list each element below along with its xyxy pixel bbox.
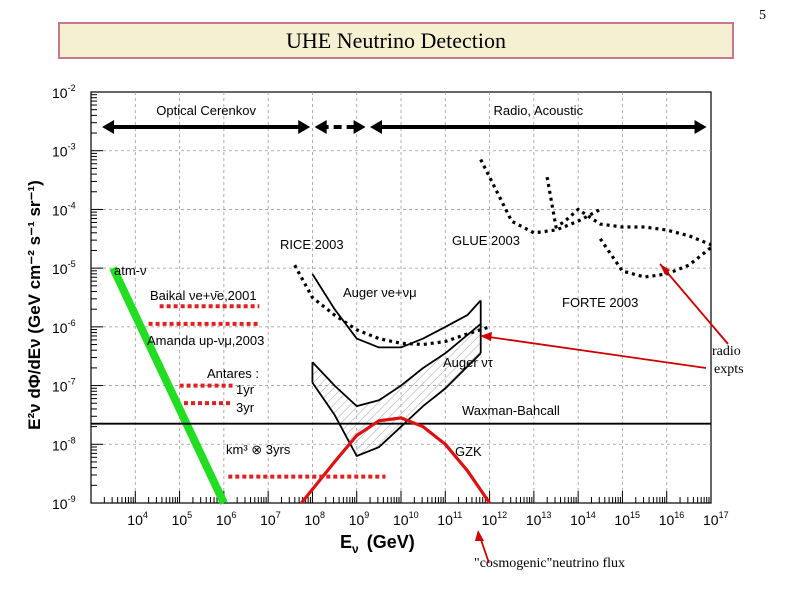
x-axis-label: Eν (GeV) bbox=[340, 532, 415, 556]
y-tick-label: 10-6 bbox=[52, 318, 76, 336]
y-tick-label: 10-9 bbox=[52, 494, 76, 512]
annotation-arrows bbox=[475, 263, 729, 564]
label-glue: GLUE 2003 bbox=[452, 233, 520, 248]
label-antares-1yr: 1yr bbox=[236, 382, 255, 397]
limit-bars bbox=[148, 304, 386, 479]
x-tick-label: 1010 bbox=[393, 510, 419, 528]
label-atm: atm-ν bbox=[114, 263, 147, 278]
series-auger-lower bbox=[311, 352, 482, 457]
series-glue-2003-branch bbox=[545, 176, 712, 247]
x-tick-label: 107 bbox=[260, 510, 281, 528]
y-tick-label: 10-3 bbox=[52, 142, 76, 160]
region-arrowhead-right bbox=[298, 120, 311, 134]
series-glue-2003 bbox=[479, 158, 602, 235]
technique-regions: Optical Cerenkov Radio, Acoustic bbox=[102, 103, 707, 134]
label-auger-tau: Auger ντ bbox=[443, 355, 494, 370]
x-tick-label: 1014 bbox=[570, 510, 596, 528]
y-tick-label: 10-4 bbox=[52, 200, 76, 218]
series-auger-e bbox=[311, 273, 482, 349]
x-tick-label: 1015 bbox=[614, 510, 640, 528]
region-label: Optical Cerenkov bbox=[156, 103, 256, 118]
cosmogenic-annotation: "cosmogenic"neutrino flux bbox=[474, 556, 626, 571]
label-km3: km³ ⊗ 3yrs bbox=[226, 442, 291, 457]
x-tick-label: 106 bbox=[216, 510, 237, 528]
label-antares-3yr: 3yr bbox=[236, 400, 255, 415]
region-arrowhead-left bbox=[370, 120, 382, 134]
arrowhead-forte bbox=[660, 264, 670, 275]
data-series bbox=[91, 158, 712, 505]
y-tick-label: 10-8 bbox=[52, 435, 76, 453]
slide-title: UHE Neutrino Detection bbox=[286, 27, 506, 53]
region-arrowhead-left bbox=[314, 120, 327, 134]
x-tick-label: 1017 bbox=[703, 510, 729, 528]
region-arrowhead-right bbox=[694, 120, 707, 134]
label-waxman: Waxman-Bahcall bbox=[462, 403, 560, 418]
radio-annotation-line2: expts bbox=[714, 362, 744, 377]
label-gzk: GZK bbox=[455, 444, 482, 459]
label-antares: Antares : bbox=[207, 366, 259, 381]
label-forte: FORTE 2003 bbox=[562, 295, 638, 310]
curve-labels: RICE 2003 GLUE 2003 FORTE 2003 atm-νBaikal … bbox=[114, 233, 638, 459]
arrowhead-gzk bbox=[475, 530, 484, 541]
title-box: UHE Neutrino Detection bbox=[58, 22, 734, 59]
series-rice-2003 bbox=[293, 264, 491, 347]
y-tick-label: 10-2 bbox=[52, 83, 76, 101]
series-auger-upper bbox=[311, 323, 482, 408]
series-gzk bbox=[300, 416, 491, 505]
page-number: 5 bbox=[759, 8, 766, 23]
x-tick-label: 1013 bbox=[526, 510, 552, 528]
axis-ticks: 104 105 106 107 108 109 1010 1011 1012 1013 1014 10… bbox=[52, 83, 729, 528]
arrow-to-rice bbox=[481, 335, 707, 369]
y-tick-label: 10-5 bbox=[52, 259, 76, 277]
y-axis-label: E²ν dΦ/dEν (GeV cm⁻² s⁻¹ sr⁻¹) bbox=[25, 180, 44, 430]
x-tick-label: 105 bbox=[172, 510, 193, 528]
grid bbox=[91, 92, 711, 503]
label-auger-e-mu: Auger νe+νμ bbox=[343, 285, 417, 300]
radio-annotation-line1: radio bbox=[712, 344, 741, 359]
region-label: Radio, Acoustic bbox=[493, 103, 583, 118]
series-forte-2003 bbox=[598, 237, 712, 279]
series-atm bbox=[109, 266, 228, 505]
label-rice: RICE 2003 bbox=[280, 237, 344, 252]
label-amanda: Amanda up-νμ,2003 bbox=[147, 333, 264, 348]
x-tick-label: 109 bbox=[349, 510, 370, 528]
x-tick-label: 1011 bbox=[437, 510, 462, 528]
region-arrowhead-left bbox=[102, 120, 115, 134]
arrow-to-forte bbox=[659, 263, 729, 345]
arrowhead-rice bbox=[480, 332, 492, 341]
region-arrowhead-right bbox=[353, 120, 366, 134]
y-tick-label: 10-7 bbox=[52, 377, 76, 395]
x-tick-label: 104 bbox=[127, 510, 148, 528]
x-tick-label: 108 bbox=[304, 510, 325, 528]
x-tick-label: 1012 bbox=[482, 510, 508, 528]
x-tick-label: 1016 bbox=[659, 510, 685, 528]
label-baikal: Baikal νe+ν̄e,2001 bbox=[150, 288, 257, 303]
